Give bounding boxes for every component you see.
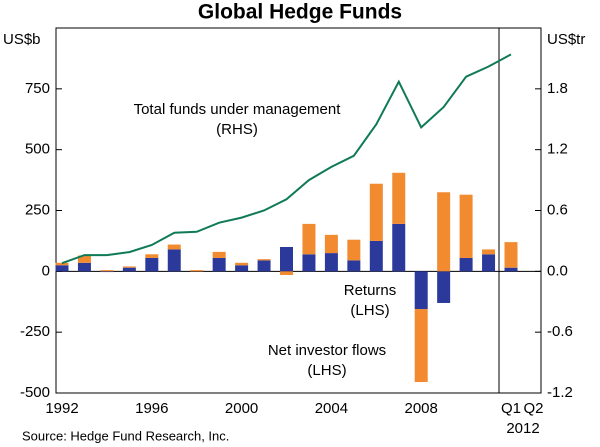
bar [77,262,91,272]
series-label: Net investor flows [268,342,386,359]
bar [324,234,338,254]
bar [100,270,114,272]
bar [55,262,69,266]
y-tick-label: 0 [42,262,50,279]
y-tick-label: 750 [25,80,50,97]
x-tick-label: Q2 [523,400,543,417]
bar [167,249,181,272]
x-group-label: 2012 [506,420,539,437]
bar [145,254,159,258]
bar [504,267,518,272]
y2-tick-label: -0.6 [547,323,573,340]
bar [212,251,226,258]
bar [414,309,428,383]
x-tick-label: 1996 [135,400,168,417]
bar [77,255,91,263]
bar [145,257,159,272]
bar [55,265,69,272]
bar [190,270,204,272]
bar [369,183,383,241]
bar [167,244,181,250]
y-tick-label: 250 [25,201,50,218]
bar [235,265,249,272]
y2-tick-label: 0.0 [547,262,568,279]
bar [122,267,136,272]
bar [302,254,316,272]
bar [100,271,114,273]
bar [122,266,136,268]
bar [280,247,293,272]
x-tick-label: 1992 [45,400,78,417]
x-tick-label: 2008 [405,400,438,417]
bar [235,262,249,266]
bar [257,260,271,272]
y-tick-label: 500 [25,141,50,158]
series-axis-note: (LHS) [307,362,346,379]
y2-unit: US$tr [547,31,585,48]
source: Source: Hedge Fund Research, Inc. [22,428,229,443]
bar [482,254,496,272]
y2-tick-label: 1.2 [547,141,568,158]
bar [324,253,338,272]
bar [257,259,271,261]
series-axis-note: (LHS) [350,302,389,319]
y-tick-label: -250 [20,323,50,340]
series-label: Total funds under management [134,101,342,118]
bar [459,257,473,272]
series-label: Returns [344,282,397,299]
bar [347,239,361,261]
y-tick-label: -500 [20,384,50,401]
bar [459,194,473,258]
bar [302,223,316,255]
bar [504,242,518,268]
bar [437,271,451,303]
x-tick-label: 2004 [315,400,348,417]
bar [369,240,383,272]
x-tick-label: Q1 [501,400,521,417]
bar [437,192,451,272]
bar [392,172,406,224]
chart-title: Global Hedge Funds [198,1,402,24]
y2-tick-label: -1.2 [547,384,573,401]
y2-tick-label: 1.8 [547,80,568,97]
bar [212,257,226,272]
series-axis-note: (RHS) [216,121,258,138]
y-unit: US$b [3,31,41,48]
bar [482,249,496,255]
y2-tick-label: 0.6 [547,201,568,218]
line [61,53,512,265]
bar [280,271,293,275]
bar [392,223,406,272]
x-tick-label: 2000 [225,400,258,417]
bar [414,271,428,310]
bar [347,260,361,272]
